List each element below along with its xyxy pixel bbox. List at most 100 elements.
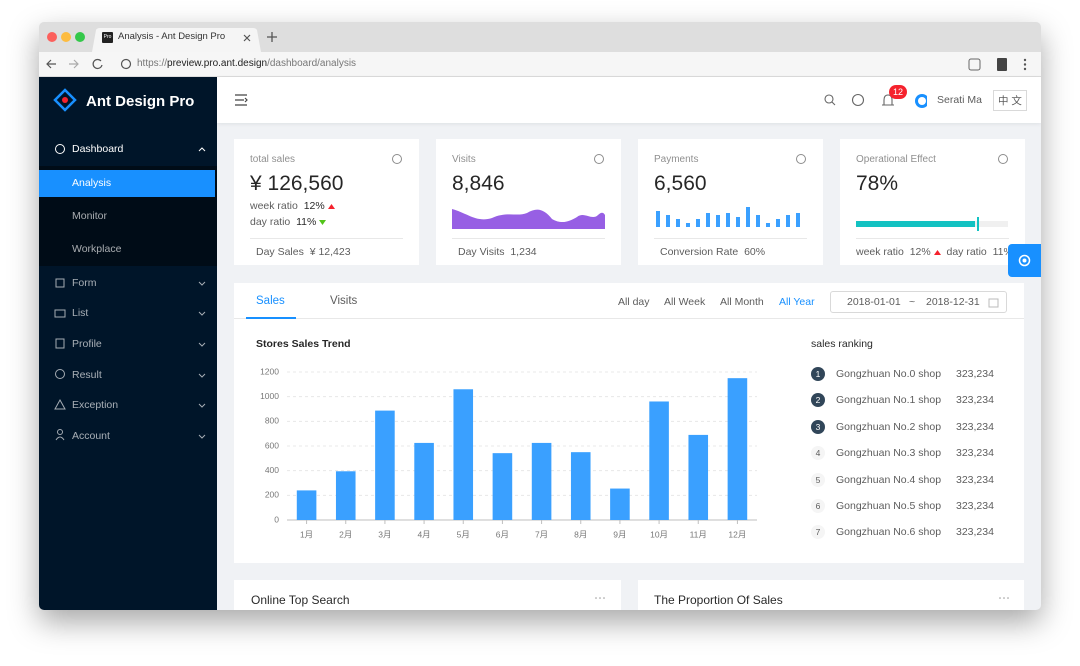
value: 60% [744,246,766,258]
y-tick-label: 1200 [260,366,279,376]
sparkline [452,209,605,229]
shop-value: 323,234 [956,500,994,512]
shop-name: Gongzhuan No.4 shop [836,473,942,486]
bar [727,378,748,520]
more-icon[interactable] [594,596,606,600]
card-value: 8,846 [452,172,505,195]
card: Payments 6,560 Conversion Rate 60% [638,139,823,265]
card: Visits 8,846 Day Visits 1,234 [436,139,621,265]
shop-value: 323,234 [956,526,994,539]
bar [570,452,591,520]
card-footer: Day Sales ¥ 12,423 [256,246,351,258]
x-tick-label: 2月 [339,529,352,539]
range-link[interactable]: All Week [664,296,706,308]
ranking-row: 4 Gongzhuan No.3 shop 323,234 [804,445,1014,463]
bar-chart: 0 200 400 600 800 1000 1200 1月 2月 3月 4月 5月 6月 7月 8月 9月 1… [260,366,757,539]
ranking-row: 3 Gongzhuan No.2 shop 323,234 [804,419,1014,437]
menu-item[interactable]: Exception [72,399,119,411]
label: day ratio [250,216,291,228]
x-tick-label: 12月 [728,529,746,539]
browser-window: Pro Analysis - Ant Design Pro https://pr… [39,22,1041,610]
range-link[interactable]: All Month [720,296,764,308]
card-footer: Conversion Rate 60% [660,246,765,258]
settings-button[interactable] [1008,244,1041,277]
tab-ink [246,317,296,319]
user-name[interactable]: Serati Ma [937,94,982,106]
x-tick-label: 6月 [496,529,509,539]
browser-icons [968,58,1027,71]
more-icon[interactable] [998,596,1010,600]
bar [453,389,474,520]
range-link[interactable]: All Year [779,296,815,308]
shop-value: 323,234 [956,420,994,433]
rank-number: 1 [811,367,825,381]
address-bar [39,52,1041,77]
collapse-button[interactable] [234,92,250,108]
x-tick-label: 3月 [378,529,391,539]
range-link[interactable]: All day [618,296,650,308]
language-switch[interactable]: 中 文 [993,90,1027,111]
y-tick-label: 400 [265,465,279,475]
y-tick-label: 200 [265,490,279,500]
header-icons[interactable] [822,92,927,110]
ranking-row: 7 Gongzhuan No.6 shop 323,234 [804,524,1014,542]
menu-item[interactable]: List [72,307,89,319]
card-title: Online Top Search [251,593,350,607]
ranking-row: 5 Gongzhuan No.4 shop 323,234 [804,472,1014,490]
value: 11% [296,216,317,228]
url-path: /dashboard/analysis [267,58,357,69]
tab[interactable]: Visits [330,295,358,307]
ranking-row: 1 Gongzhuan No.0 shop 323,234 [804,366,1014,384]
card-footer: Day Visits 1,234 [458,246,537,258]
menu-item[interactable]: Workplace [72,243,122,255]
y-tick-label: 600 [265,440,279,450]
menu-item[interactable]: Analysis [72,177,112,189]
menu-item[interactable]: Profile [72,338,102,350]
ranking-row: 2 Gongzhuan No.1 shop 323,234 [804,392,1014,410]
menu-item[interactable]: Monitor [72,210,108,222]
ranking-row: 6 Gongzhuan No.5 shop 323,234 [804,498,1014,516]
up-arrow [327,204,335,209]
card-title: Payments [654,154,699,165]
value: ¥ 12,423 [309,246,351,258]
y-tick-label: 1000 [260,391,279,401]
value: 1,234 [510,246,537,258]
url-scheme: https:// [137,58,168,69]
tab-title[interactable]: Analysis - Ant Design Pro [118,31,226,42]
card-title: The Proportion Of Sales [654,593,783,607]
x-tick-label: 1月 [300,529,313,539]
rank-number: 4 [811,446,825,461]
shop-value: 323,234 [956,473,994,486]
x-tick-label: 5月 [457,529,470,539]
card-row: week ratio 12% [250,200,335,212]
menu-item[interactable]: Dashboard [72,143,124,155]
bar [296,490,317,520]
rank-number: 2 [811,393,825,408]
menu-item[interactable]: Account [72,430,110,442]
menu-item[interactable]: Result [72,369,102,381]
progress-bar [856,221,975,227]
shop-name: Gongzhuan No.5 shop [836,500,942,512]
rank-number: 5 [811,472,825,487]
value: 12% [909,246,931,258]
tab-divider [234,318,1024,319]
date-picker[interactable]: 2018-01-01 ~ 2018-12-31 [830,291,1007,313]
chart-title: Stores Sales Trend [256,338,351,350]
ranking-list: 1 Gongzhuan No.0 shop 323,234 2 Gongzhuan No… [804,363,1014,553]
x-tick-label: 7月 [535,529,548,539]
sales-panel: Sales Visits All day All Week All Month … [234,283,1024,563]
url[interactable]: https://preview.pro.ant.design/dashboard… [137,58,356,69]
x-tick-label: 4月 [417,529,430,539]
menu-item[interactable]: Form [72,277,97,289]
window-controls [47,28,277,52]
nav-buttons[interactable] [39,52,139,77]
menu-icons [54,144,206,441]
label: day ratio [946,246,987,258]
gear-icon [1018,254,1031,267]
shop-value: 323,234 [956,447,994,460]
selected-item [39,170,215,197]
bar [492,453,513,520]
tab[interactable]: Sales [256,295,285,307]
x-tick-label: 10月 [650,529,668,539]
